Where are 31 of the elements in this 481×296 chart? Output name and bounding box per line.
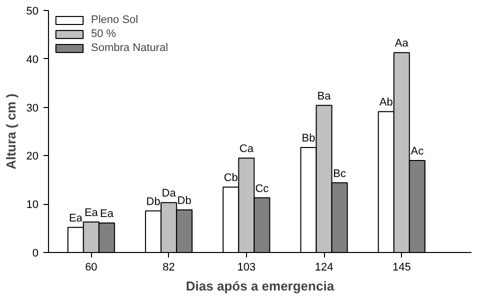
y-axis-title: Altura ( cm ) <box>3 94 18 170</box>
data-label: Da <box>162 188 177 200</box>
data-label: Cb <box>224 172 238 184</box>
data-label: Db <box>146 196 160 208</box>
data-label: Ac <box>410 146 424 158</box>
data-label: Ea <box>68 212 84 224</box>
data-label: Ba <box>317 90 332 102</box>
data-label: Ab <box>379 96 393 109</box>
data-label: Bc <box>333 168 346 180</box>
y-tick-label: 10 <box>26 199 39 212</box>
data-label: Cc <box>255 182 270 195</box>
x-tick-label: 145 <box>392 262 411 274</box>
data-label: Ca <box>239 143 254 156</box>
data-label: Aa <box>394 38 410 50</box>
x-tick-label: 103 <box>237 262 256 274</box>
x-axis-title: Dias após a emergencia <box>186 278 335 294</box>
y-tick-label: 40 <box>26 54 39 66</box>
legend-label: Sombra Natural <box>91 42 168 54</box>
data-label: Bb <box>302 132 316 144</box>
y-tick-label: 30 <box>26 102 39 114</box>
data-label: Ea <box>84 207 99 220</box>
x-tick-label: 60 <box>85 262 98 274</box>
legend-label: Pleno Sol <box>91 14 138 26</box>
legend-label: 50 % <box>91 28 116 40</box>
data-label: Ea <box>100 208 114 220</box>
y-tick-label: 50 <box>26 6 39 18</box>
data-label: Db <box>177 194 192 207</box>
y-tick-label: 0 <box>32 248 39 260</box>
x-tick-label: 124 <box>314 262 334 274</box>
y-tick-label: 20 <box>26 150 39 163</box>
x-tick-label: 82 <box>162 262 175 274</box>
